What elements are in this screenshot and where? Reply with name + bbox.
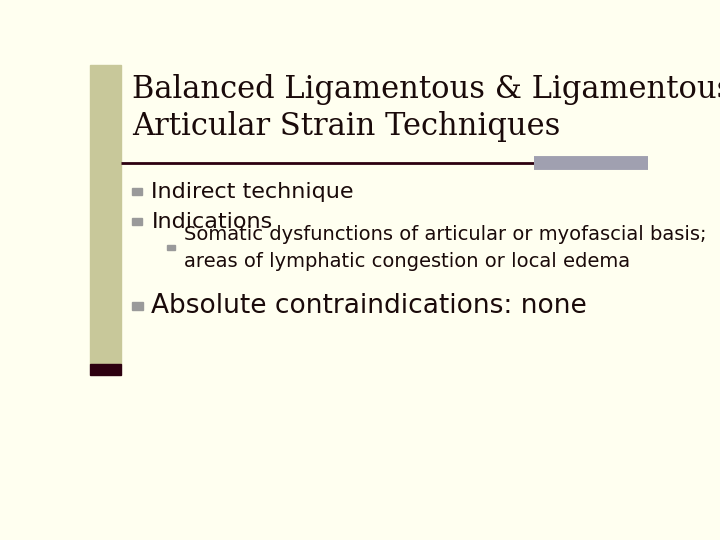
- Bar: [167, 245, 174, 251]
- Text: Absolute contraindications: none: Absolute contraindications: none: [151, 293, 587, 319]
- Bar: [132, 218, 143, 225]
- Text: Indications: Indications: [151, 212, 273, 232]
- Bar: [132, 188, 143, 195]
- Text: Balanced Ligamentous & Ligamentous
Articular Strain Techniques: Balanced Ligamentous & Ligamentous Artic…: [132, 75, 720, 143]
- Bar: [90, 364, 121, 375]
- Bar: [132, 302, 143, 310]
- Text: Somatic dysfunctions of articular or myofascial basis;
areas of lymphatic conges: Somatic dysfunctions of articular or myo…: [184, 225, 706, 271]
- Text: Indirect technique: Indirect technique: [151, 181, 354, 201]
- Bar: [90, 65, 121, 364]
